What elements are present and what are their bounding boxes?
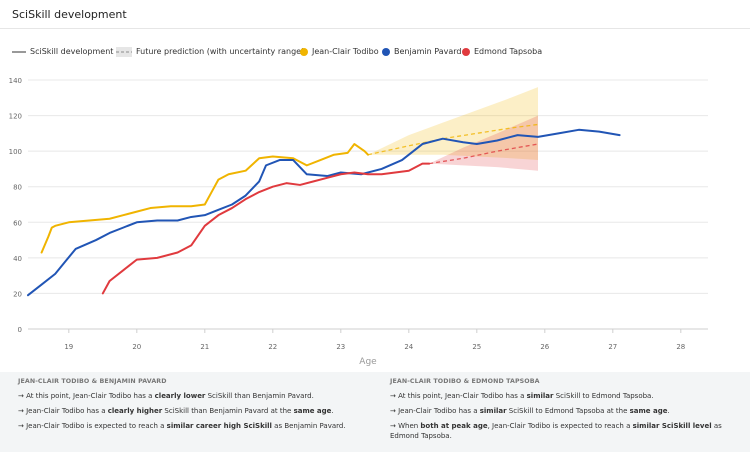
legend-label-pavard: Benjamin Pavard [394, 47, 462, 56]
insight-row: → Jean-Clair Todibo is expected to reach… [18, 422, 346, 430]
y-tick-label: 120 [9, 113, 22, 121]
legend-label-todibo: Jean-Clair Todibo [312, 47, 379, 56]
y-tick-label: 20 [13, 290, 22, 298]
prediction-line [429, 143, 539, 165]
x-tick-label: 22 [268, 343, 277, 351]
x-tick-label: 25 [472, 343, 481, 351]
x-tick-label: 19 [64, 343, 73, 351]
yellow-dot-icon [300, 48, 308, 56]
red-dot-icon [462, 48, 470, 56]
y-tick-label: 100 [9, 148, 22, 156]
insights-panel: JEAN-CLAIR TODIBO & BENJAMIN PAVARD → At… [0, 372, 750, 452]
insights-left: JEAN-CLAIR TODIBO & BENJAMIN PAVARD → At… [18, 378, 358, 436]
dashed-band-icon [116, 47, 132, 57]
insights-right: JEAN-CLAIR TODIBO & EDMOND TAPSOBA → At … [390, 378, 730, 446]
x-tick-label: 24 [404, 343, 413, 351]
y-tick-label: 0 [18, 326, 22, 334]
y-tick-label: 80 [13, 184, 22, 192]
insight-row: → Jean-Clair Todibo has a similar SciSki… [390, 407, 670, 415]
insights-left-title: JEAN-CLAIR TODIBO & BENJAMIN PAVARD [18, 378, 167, 385]
insights-right-title: JEAN-CLAIR TODIBO & EDMOND TAPSOBA [390, 378, 540, 385]
legend-label-prediction: Future prediction (with uncertainty rang… [136, 47, 305, 56]
series-line [40, 143, 369, 254]
uncertainty-band [368, 87, 538, 161]
x-axis-label: Age [359, 357, 377, 367]
y-tick-label: 140 [9, 77, 22, 85]
insight-row: → At this point, Jean-Clair Todibo has a… [390, 392, 654, 400]
insight-row: → When both at peak age, Jean-Clair Todi… [390, 422, 722, 440]
page-header: SciSkill development [0, 0, 750, 29]
prediction-line [367, 123, 539, 156]
series-line [101, 162, 431, 295]
page-title: SciSkill development [12, 8, 127, 21]
solid-line-icon [12, 51, 26, 53]
x-tick-label: 23 [336, 343, 345, 351]
blue-dot-icon [382, 48, 390, 56]
y-tick-label: 60 [13, 219, 22, 227]
insight-row: → At this point, Jean-Clair Todibo has a… [18, 392, 314, 400]
series-line [27, 128, 621, 297]
x-tick-label: 21 [200, 343, 209, 351]
legend-label-sciskill: SciSkill development [30, 47, 114, 56]
x-tick-label: 26 [540, 343, 549, 351]
insight-row: → Jean-Clair Todibo has a clearly higher… [18, 407, 334, 415]
y-tick-label: 40 [13, 255, 22, 263]
x-tick-label: 28 [676, 343, 685, 351]
x-tick-label: 27 [608, 343, 617, 351]
legend-label-tapsoba: Edmond Tapsoba [474, 47, 543, 56]
x-tick-label: 20 [132, 343, 141, 351]
